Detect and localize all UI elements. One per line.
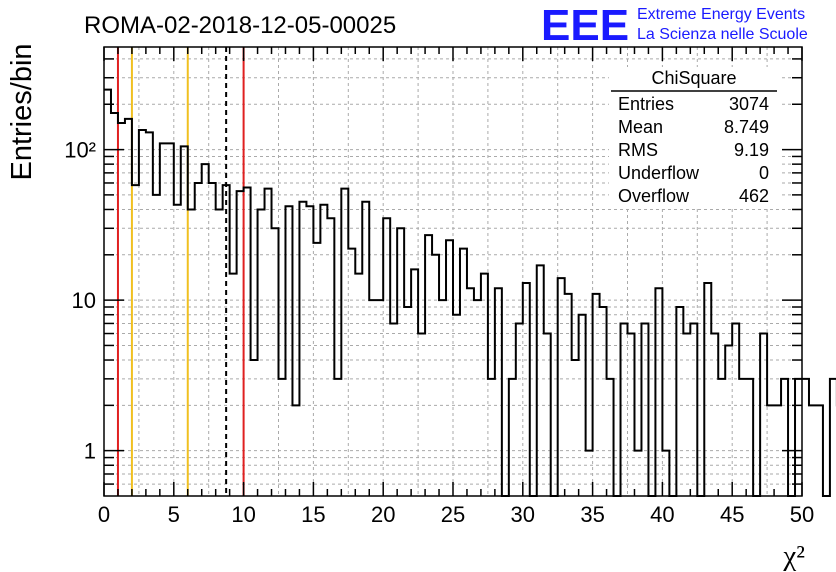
x-tick-label: 35	[580, 502, 604, 527]
x-tick-label: 30	[511, 502, 535, 527]
stat-label: Overflow	[618, 186, 690, 206]
x-tick-label: 50	[790, 502, 814, 527]
stats-box-name: ChiSquare	[651, 68, 736, 88]
stat-value: 8.749	[724, 117, 769, 137]
eee-logo-mark: EEE	[541, 1, 629, 50]
stat-label: Mean	[618, 117, 663, 137]
x-tick-label: 25	[441, 502, 465, 527]
stat-value: 462	[739, 186, 769, 206]
reference-lines	[116, 47, 245, 496]
axis-tick-labels: 0 5 10 15 20 25 30 35 40 45 50 1 10 10²	[64, 138, 814, 527]
x-tick-label: 40	[650, 502, 674, 527]
x-tick-label: 45	[720, 502, 744, 527]
x-axis-label: χ²	[782, 540, 805, 572]
stats-box: ChiSquare Entries 3074 Mean 8.749 RMS 9.19 Und…	[609, 67, 779, 208]
x-tick-label: 5	[168, 502, 180, 527]
chart-title: ROMA-02-2018-12-05-00025	[84, 12, 396, 39]
stat-label: Entries	[618, 94, 674, 114]
x-tick-label: 15	[301, 502, 325, 527]
y-tick-label: 1	[84, 439, 96, 464]
y-tick-label: 10²	[64, 138, 96, 163]
stat-value: 9.19	[734, 140, 769, 160]
stat-label: Underflow	[618, 163, 700, 183]
x-tick-label: 20	[371, 502, 395, 527]
logo-line-1: Extreme Energy Events	[637, 6, 805, 23]
stat-label: RMS	[618, 140, 658, 160]
y-axis-label: Entries/bin	[6, 43, 38, 180]
stat-value: 0	[759, 163, 769, 183]
x-tick-label: 10	[231, 502, 255, 527]
stat-value: 3074	[729, 94, 769, 114]
y-tick-label: 10	[72, 288, 96, 313]
logo-line-2: La Scienza nelle Scuole	[637, 26, 808, 43]
x-tick-label: 0	[98, 502, 110, 527]
axis-ticks	[103, 47, 803, 496]
